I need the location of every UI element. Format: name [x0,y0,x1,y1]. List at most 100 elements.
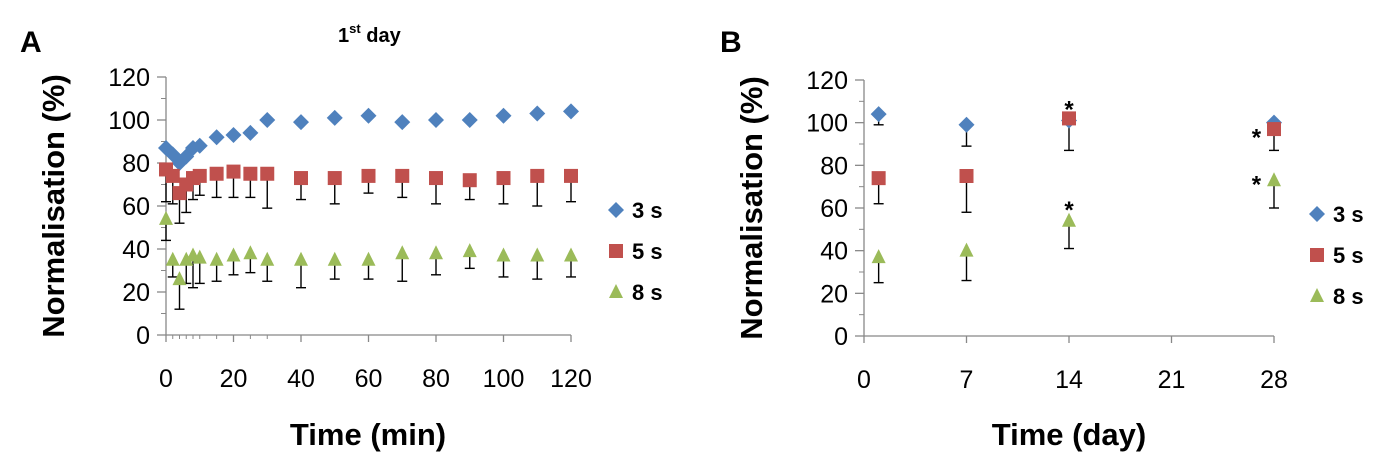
data-point [179,251,194,266]
data-point [259,112,276,128]
y-tick-label: 100 [108,107,150,135]
x-tick-label: 21 [1158,366,1186,394]
data-point [294,251,308,266]
data-point [326,109,343,126]
chart-title-base: 1 [338,25,349,47]
legend-label: 5 s [632,239,663,264]
data-point [1062,111,1076,126]
legend-marker [1310,248,1324,262]
data-point [209,166,224,181]
legend-label: 8 s [1333,284,1364,309]
data-point [496,171,511,186]
data-point [159,210,173,225]
data-point [226,164,241,179]
data-point [530,168,545,183]
panel-label: B [720,26,742,59]
y-axis-title: Normalisation (%) [734,76,769,340]
x-tick-label: 0 [857,366,871,394]
data-point [394,114,411,131]
data-point [294,171,308,186]
data-point [462,243,477,258]
data-point [1267,122,1281,137]
legend-label: 3 s [1333,202,1364,227]
legend-marker [609,284,623,298]
y-tick-label: 20 [820,280,848,308]
y-tick-label: 0 [136,322,150,350]
data-point [208,129,225,146]
y-tick-label: 100 [806,110,848,138]
data-point [242,124,259,141]
data-point [226,247,241,262]
legend-label: 5 s [1333,243,1364,268]
y-tick-label: 40 [820,238,848,266]
data-point [495,107,512,124]
y-tick-label: 40 [122,236,150,264]
y-tick-label: 120 [108,64,150,92]
x-tick-label: 7 [960,366,974,394]
data-point [429,245,443,260]
data-point [530,247,545,262]
data-point [461,112,478,128]
data-point [958,116,975,133]
data-point [959,169,974,183]
chart-panel-a: A 1st day 0 20 40 60 80 100 120 0 20 40 60 80 100 120 Ti… [20,21,663,452]
panel-label: A [20,26,42,59]
data-point [395,168,410,183]
data-point [871,171,886,186]
data-point [871,249,886,264]
y-tick-label: 60 [820,195,848,223]
x-tick-label: 20 [220,365,248,393]
chart-panel-b: B 0 20 40 60 80 100 120 0 7 14 21 28 Time (day) Normal… [720,26,1364,452]
data-point [165,168,180,183]
data-point [209,251,224,266]
y-tick-label: 80 [122,150,150,178]
legend-marker [1309,206,1325,222]
legend-marker [1310,288,1324,302]
x-tick-label: 40 [287,365,315,393]
legend-marker [608,202,624,218]
legend-marker [609,244,623,258]
data-point [564,168,578,183]
data-point [243,166,258,181]
y-tick-label: 60 [122,193,150,221]
legend-label: 3 s [632,198,663,223]
y-tick-label: 0 [834,323,848,351]
y-tick-label: 80 [820,152,848,180]
data-point [1062,212,1076,227]
data-point [243,245,258,260]
significance-marker: * [1064,197,1074,224]
chart-title-sup: st [349,21,361,36]
x-tick-label: 80 [422,365,450,393]
data-point [260,251,275,266]
data-point [529,105,546,122]
data-point [870,106,887,123]
x-tick-label: 120 [550,365,592,393]
legend-label: 8 s [632,280,663,305]
data-point [429,171,443,186]
y-tick-label: 120 [806,67,848,95]
data-point [225,127,242,144]
data-point [192,249,207,264]
x-tick-label: 100 [483,365,525,393]
x-axis-title: Time (min) [290,417,446,452]
data-point [327,251,342,266]
chart-title: 1st day [338,21,402,47]
data-point [428,112,444,128]
data-point [462,173,477,188]
x-tick-label: 14 [1055,366,1083,394]
data-point [165,251,180,266]
x-tick-label: 60 [355,365,383,393]
x-tick-label: 28 [1260,366,1288,394]
y-axis-title: Normalisation (%) [36,74,71,338]
data-point [361,168,376,183]
x-axis-title: Time (day) [992,417,1146,452]
significance-marker: * [1064,97,1074,124]
data-point [192,168,207,183]
data-point [395,245,410,260]
data-point [496,247,511,262]
data-point [564,247,578,262]
data-point [191,137,208,154]
data-point [327,171,342,186]
data-point [360,107,377,124]
